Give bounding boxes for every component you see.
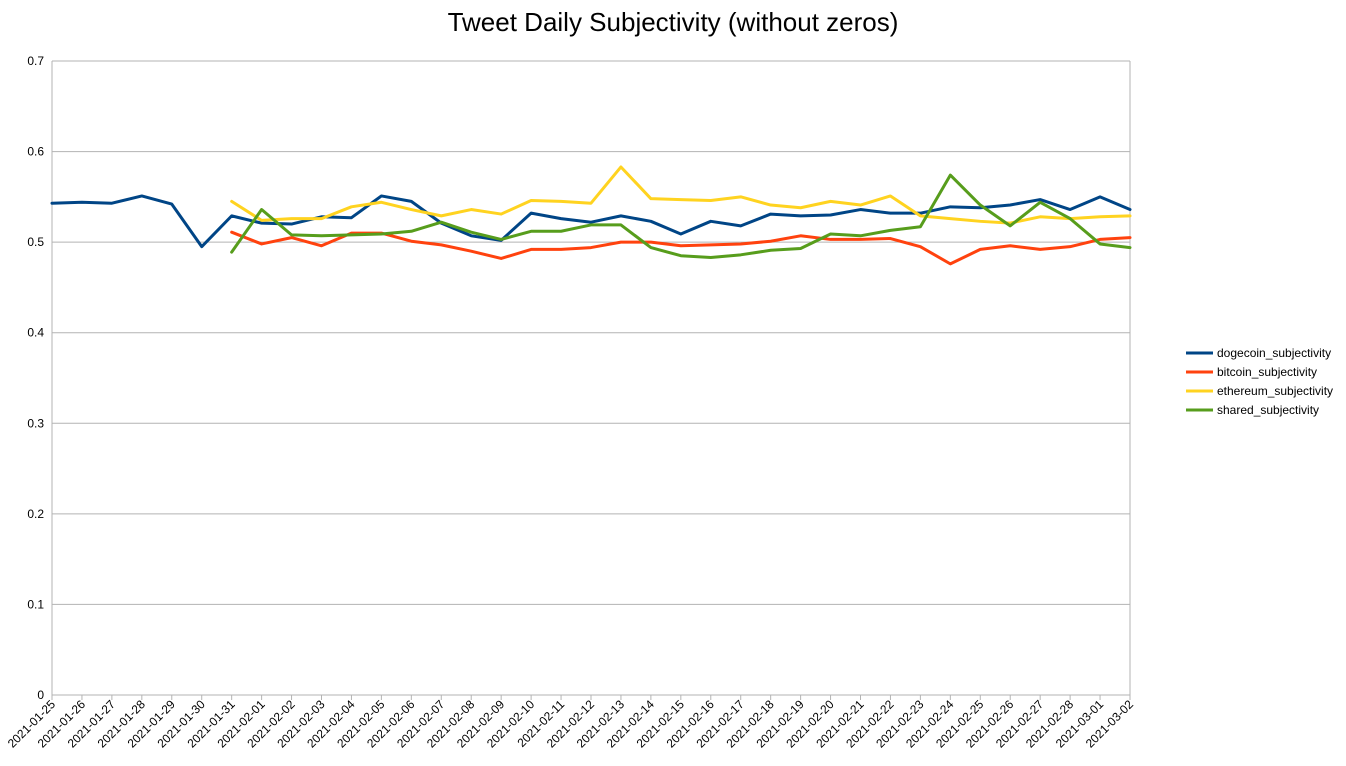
legend: dogecoin_subjectivity bitcoin_subjectivit… — [1186, 346, 1333, 417]
y-tick-label: 0.1 — [27, 597, 44, 611]
y-tick-label: 0 — [37, 688, 44, 702]
legend-label-shared_subjectivity: shared_subjectivity — [1217, 403, 1319, 417]
series-line-ethereum_subjectivity — [230, 165, 1132, 225]
gridlines — [52, 60, 1130, 696]
axes — [51, 61, 1131, 700]
chart-title: Tweet Daily Subjectivity (without zeros) — [448, 7, 899, 37]
series-line-shared_subjectivity — [230, 173, 1132, 260]
y-axis-tick-labels: 0 0.1 0.2 0.3 0.4 0.5 0.6 0.7 — [27, 54, 44, 702]
y-tick-label: 0.6 — [27, 145, 44, 159]
y-tick-label: 0.4 — [27, 326, 44, 340]
y-tick-label: 0.7 — [27, 54, 44, 68]
y-tick-label: 0.5 — [27, 235, 44, 249]
series-lines — [50, 165, 1132, 266]
y-tick-label: 0.3 — [27, 416, 44, 430]
legend-label-ethereum_subjectivity: ethereum_subjectivity — [1217, 384, 1333, 398]
y-tick-label: 0.2 — [27, 507, 44, 521]
legend-label-dogecoin_subjectivity: dogecoin_subjectivity — [1217, 346, 1331, 360]
legend-label-bitcoin_subjectivity: bitcoin_subjectivity — [1217, 365, 1317, 379]
series-line-dogecoin_subjectivity — [50, 194, 1132, 249]
